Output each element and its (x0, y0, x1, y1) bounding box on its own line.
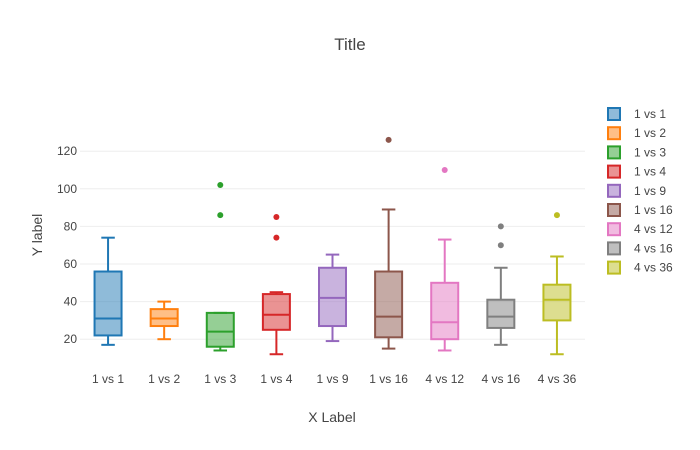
chart-title: Title (334, 35, 366, 54)
box-iqr (261, 293, 291, 331)
legend-swatch (607, 203, 621, 217)
y-tick-label: 40 (64, 295, 78, 309)
legend-label: 1 vs 3 (634, 145, 666, 159)
legend-item: 1 vs 4 (607, 164, 666, 179)
x-tick-label: 1 vs 1 (92, 372, 124, 386)
outlier-point (217, 212, 224, 219)
legend-item: 4 vs 16 (607, 241, 673, 256)
boxes (93, 136, 572, 356)
outlier-point (273, 214, 280, 220)
box-4-vs-12 (430, 167, 460, 352)
legend: 1 vs 1 1 vs 2 1 vs 3 1 vs 4 1 vs 9 1 vs 16 4 v… (607, 107, 673, 275)
y-tick-label: 20 (64, 332, 78, 346)
legend-swatch (607, 241, 621, 256)
legend-item: 1 vs 16 (607, 203, 673, 217)
legend-swatch (607, 126, 621, 141)
y-tick-label: 100 (57, 182, 77, 196)
legend-item: 4 vs 36 (607, 260, 673, 275)
x-tick-label: 1 vs 16 (369, 372, 408, 386)
legend-swatch (607, 183, 621, 198)
x-tick-label: 4 vs 12 (425, 372, 464, 386)
legend-label: 1 vs 16 (634, 203, 673, 217)
box-1-vs-2 (149, 300, 179, 341)
x-tick-label: 4 vs 16 (481, 372, 520, 386)
box-iqr (430, 281, 460, 341)
outlier-point (497, 223, 504, 230)
legend-label: 1 vs 2 (634, 126, 666, 140)
box-1-vs-4 (261, 214, 291, 356)
legend-label: 1 vs 1 (634, 107, 666, 121)
x-tick-label: 1 vs 3 (204, 372, 236, 386)
legend-swatch (607, 107, 621, 121)
legend-swatch (607, 164, 621, 179)
box-1-vs-3 (205, 182, 235, 352)
box-1-vs-1 (93, 236, 123, 346)
box-4-vs-16 (486, 223, 516, 346)
outlier-point (497, 242, 504, 249)
legend-item: 1 vs 9 (607, 183, 666, 198)
x-axis-title: X Label (308, 409, 355, 425)
outlier-point (273, 234, 280, 241)
box-iqr (486, 298, 516, 329)
y-tick-label: 120 (57, 144, 77, 158)
box-1-vs-16 (374, 136, 404, 350)
legend-swatch (607, 260, 621, 275)
legend-label: 1 vs 9 (634, 184, 666, 198)
legend-item: 1 vs 3 (607, 145, 666, 160)
outlier-point (385, 136, 392, 143)
outlier-point (441, 167, 448, 173)
box-iqr (93, 270, 123, 337)
x-tick-label: 1 vs 2 (148, 372, 180, 386)
y-axis-title: Y label (29, 214, 45, 257)
box-iqr (374, 270, 404, 339)
box-4-vs-36 (542, 212, 572, 356)
legend-swatch (607, 145, 621, 160)
legend-item: 1 vs 2 (607, 126, 666, 141)
y-axis-ticks: 20 40 60 80 100 120 (57, 144, 77, 346)
x-tick-label: 1 vs 4 (260, 372, 292, 386)
legend-item: 4 vs 12 (607, 222, 673, 237)
outlier-point (553, 212, 560, 219)
y-tick-label: 60 (64, 257, 78, 271)
legend-label: 4 vs 16 (634, 241, 673, 255)
outlier-point (217, 182, 224, 189)
box-iqr (205, 311, 235, 348)
legend-label: 1 vs 4 (634, 165, 666, 179)
x-tick-label: 1 vs 9 (316, 372, 348, 386)
box-iqr (542, 283, 572, 322)
y-tick-label: 80 (64, 219, 78, 233)
x-axis-ticks: 1 vs 1 1 vs 2 1 vs 3 1 vs 4 1 vs 9 1 vs 16 4 v… (92, 372, 577, 386)
legend-item: 1 vs 1 (607, 107, 666, 121)
legend-swatch (607, 222, 621, 237)
x-tick-label: 4 vs 36 (538, 372, 577, 386)
legend-label: 4 vs 12 (634, 222, 673, 236)
box-1-vs-9 (318, 253, 347, 343)
legend-label: 4 vs 36 (634, 261, 673, 275)
